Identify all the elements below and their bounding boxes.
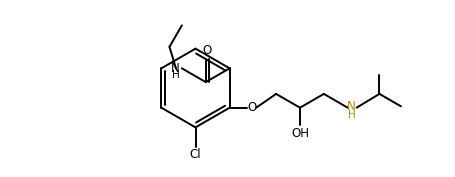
Text: Cl: Cl [190,149,201,161]
Text: OH: OH [291,127,309,140]
Text: H: H [172,70,180,80]
Text: O: O [202,44,212,57]
Text: O: O [248,101,257,114]
Text: H: H [348,110,355,120]
Text: N: N [347,100,356,113]
Text: N: N [171,62,180,75]
